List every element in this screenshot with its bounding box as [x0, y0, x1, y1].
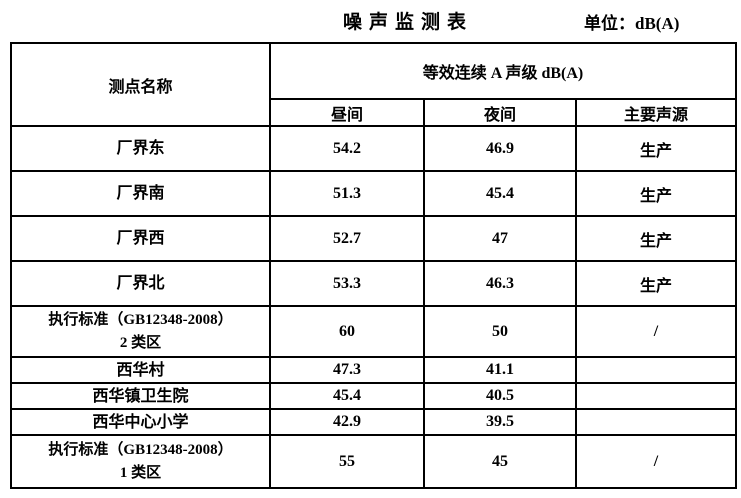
night-value-cell: 45 — [423, 434, 577, 489]
night-value-cell: 45.4 — [423, 170, 577, 217]
day-value-cell: 53.3 — [269, 260, 425, 307]
source-cell: 生产 — [575, 125, 737, 172]
day-value-cell: 45.4 — [269, 382, 425, 410]
source-cell: 生产 — [575, 215, 737, 262]
header-main-source: 主要声源 — [575, 98, 737, 127]
measuring-point-cell: 执行标准（GB12348-2008） 2 类区 — [10, 305, 271, 358]
night-value-cell: 41.1 — [423, 356, 577, 384]
table-row-standard-class1: 执行标准（GB12348-2008） 1 类区 55 45 / — [10, 434, 737, 489]
source-cell: 生产 — [575, 170, 737, 217]
measuring-point-cell: 厂界北 — [10, 260, 271, 307]
day-value-cell: 54.2 — [269, 125, 425, 172]
day-value-cell: 51.3 — [269, 170, 425, 217]
header-row-top: 测点名称 等效连续 A 声级 dB(A) — [10, 42, 737, 127]
night-value-cell: 46.3 — [423, 260, 577, 307]
noise-monitoring-table: 测点名称 等效连续 A 声级 dB(A) 昼间 夜间 主要声源 厂界东 54.2… — [10, 42, 737, 489]
night-value-cell: 39.5 — [423, 408, 577, 436]
table-row-east: 厂界东 54.2 46.9 生产 — [10, 125, 737, 172]
day-value-cell: 42.9 — [269, 408, 425, 436]
source-cell — [575, 356, 737, 384]
day-value-cell: 52.7 — [269, 215, 425, 262]
header-daytime: 昼间 — [269, 98, 425, 127]
page-title: 噪声监测表 — [343, 12, 474, 33]
night-value-cell: 50 — [423, 305, 577, 358]
table-row-xihua-hospital: 西华镇卫生院 45.4 40.5 — [10, 382, 737, 410]
unit-label: 单位：dB(A) — [584, 14, 680, 33]
table-row-north: 厂界北 53.3 46.3 生产 — [10, 260, 737, 307]
source-cell: / — [575, 305, 737, 358]
measuring-point-cell: 西华中心小学 — [10, 408, 271, 436]
table-row-south: 厂界南 51.3 45.4 生产 — [10, 170, 737, 217]
header-measuring-point: 测点名称 — [10, 42, 271, 127]
source-cell — [575, 408, 737, 436]
table-row-xihua-school: 西华中心小学 42.9 39.5 — [10, 408, 737, 436]
table-row-west: 厂界西 52.7 47 生产 — [10, 215, 737, 262]
source-cell — [575, 382, 737, 410]
measuring-point-cell: 西华村 — [10, 356, 271, 384]
measuring-point-cell: 厂界西 — [10, 215, 271, 262]
measuring-point-cell: 执行标准（GB12348-2008） 1 类区 — [10, 434, 271, 489]
header-leq-level: 等效连续 A 声级 dB(A) — [269, 42, 737, 100]
measuring-point-cell: 厂界东 — [10, 125, 271, 172]
night-value-cell: 47 — [423, 215, 577, 262]
table-row-xihua-village: 西华村 47.3 41.1 — [10, 356, 737, 384]
day-value-cell: 55 — [269, 434, 425, 489]
measuring-point-cell: 厂界南 — [10, 170, 271, 217]
header-row-sub: 昼间 夜间 主要声源 — [11, 98, 737, 127]
table-caption: 噪声监测表 单位：dB(A) — [0, 0, 741, 42]
source-cell: 生产 — [575, 260, 737, 307]
header-nighttime: 夜间 — [423, 98, 577, 127]
day-value-cell: 60 — [269, 305, 425, 358]
night-value-cell: 46.9 — [423, 125, 577, 172]
table-row-standard-class2: 执行标准（GB12348-2008） 2 类区 60 50 / — [10, 305, 737, 358]
day-value-cell: 47.3 — [269, 356, 425, 384]
night-value-cell: 40.5 — [423, 382, 577, 410]
source-cell: / — [575, 434, 737, 489]
measuring-point-cell: 西华镇卫生院 — [10, 382, 271, 410]
